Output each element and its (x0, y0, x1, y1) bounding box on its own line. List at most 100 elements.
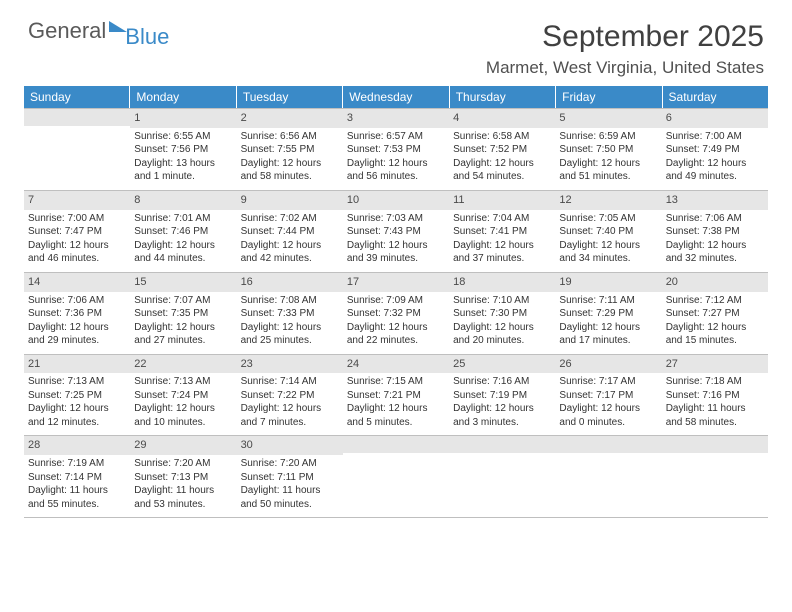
day-cell: 12 Sunrise: 7:05 AMSunset: 7:40 PMDayligh… (555, 191, 661, 272)
day-number: 9 (237, 191, 343, 210)
day-number: 6 (662, 109, 768, 128)
day-cell: 8Sunrise: 7:01 AMSunset: 7:46 PMDaylight… (130, 191, 236, 272)
daylight-text: Daylight: 12 hours and 39 minutes. (347, 239, 445, 266)
day-number: 3 (343, 109, 449, 128)
day-number: 11 (449, 191, 555, 210)
sunset-text: Sunset: 7:19 PM (453, 389, 551, 403)
sunset-text: Sunset: 7:24 PM (134, 389, 232, 403)
day-cell (662, 436, 768, 517)
daylight-text: Daylight: 12 hours and 15 minutes. (666, 321, 764, 348)
daylight-text: Daylight: 12 hours and 22 minutes. (347, 321, 445, 348)
daylight-text: Daylight: 12 hours and 0 minutes. (559, 402, 657, 429)
daylight-text: Daylight: 12 hours and 7 minutes. (241, 402, 339, 429)
sunset-text: Sunset: 7:52 PM (453, 143, 551, 157)
sunset-text: Sunset: 7:21 PM (347, 389, 445, 403)
day-cell: 9Sunrise: 7:02 AMSunset: 7:44 PMDaylight… (237, 191, 343, 272)
sunset-text: Sunset: 7:41 PM (453, 225, 551, 239)
sunset-text: Sunset: 7:17 PM (559, 389, 657, 403)
day-cell: 2Sunrise: 6:56 AMSunset: 7:55 PMDaylight… (237, 109, 343, 190)
sunset-text: Sunset: 7:36 PM (28, 307, 126, 321)
sunset-text: Sunset: 7:32 PM (347, 307, 445, 321)
day-number: 21 (24, 355, 130, 374)
sunset-text: Sunset: 7:49 PM (666, 143, 764, 157)
daylight-text: Daylight: 12 hours and 34 minutes. (559, 239, 657, 266)
sunset-text: Sunset: 7:47 PM (28, 225, 126, 239)
sunrise-text: Sunrise: 7:13 AM (134, 375, 232, 389)
day-cell: 19Sunrise: 7:11 AMSunset: 7:29 PMDayligh… (555, 273, 661, 354)
day-header-saturday: Saturday (663, 86, 768, 108)
day-number: 7 (24, 191, 130, 210)
day-cell: 1Sunrise: 6:55 AMSunset: 7:56 PMDaylight… (130, 109, 236, 190)
day-number (343, 436, 449, 453)
sunset-text: Sunset: 7:27 PM (666, 307, 764, 321)
sunset-text: Sunset: 7:35 PM (134, 307, 232, 321)
day-number: 26 (555, 355, 661, 374)
week-row: 7Sunrise: 7:00 AMSunset: 7:47 PMDaylight… (24, 190, 768, 272)
day-number: 30 (237, 436, 343, 455)
daylight-text: Daylight: 12 hours and 58 minutes. (241, 157, 339, 184)
day-number (24, 109, 130, 126)
day-cell: 11 Sunrise: 7:04 AMSunset: 7:41 PMDayligh… (449, 191, 555, 272)
day-number: 15 (130, 273, 236, 292)
day-number: 27 (662, 355, 768, 374)
daylight-text: Daylight: 11 hours and 50 minutes. (241, 484, 339, 511)
day-cell: 30Sunrise: 7:20 AMSunset: 7:11 PMDayligh… (237, 436, 343, 517)
daylight-text: Daylight: 12 hours and 37 minutes. (453, 239, 551, 266)
day-cell: 5Sunrise: 6:59 AMSunset: 7:50 PMDaylight… (555, 109, 661, 190)
sunrise-text: Sunrise: 7:16 AM (453, 375, 551, 389)
daylight-text: Daylight: 12 hours and 10 minutes. (134, 402, 232, 429)
sunset-text: Sunset: 7:33 PM (241, 307, 339, 321)
day-cell: 3Sunrise: 6:57 AMSunset: 7:53 PMDaylight… (343, 109, 449, 190)
sunrise-text: Sunrise: 7:20 AM (134, 457, 232, 471)
sunset-text: Sunset: 7:29 PM (559, 307, 657, 321)
sunrise-text: Sunrise: 7:20 AM (241, 457, 339, 471)
sunrise-text: Sunrise: 7:10 AM (453, 294, 551, 308)
sunset-text: Sunset: 7:43 PM (347, 225, 445, 239)
sunrise-text: Sunrise: 7:00 AM (666, 130, 764, 144)
day-header-sunday: Sunday (24, 86, 130, 108)
sunset-text: Sunset: 7:38 PM (666, 225, 764, 239)
week-row: 1Sunrise: 6:55 AMSunset: 7:56 PMDaylight… (24, 108, 768, 190)
daylight-text: Daylight: 12 hours and 20 minutes. (453, 321, 551, 348)
logo-text-general: General (28, 18, 106, 44)
day-number: 13 (662, 191, 768, 210)
sunrise-text: Sunrise: 7:03 AM (347, 212, 445, 226)
sunset-text: Sunset: 7:50 PM (559, 143, 657, 157)
sunrise-text: Sunrise: 7:08 AM (241, 294, 339, 308)
sunrise-text: Sunrise: 7:09 AM (347, 294, 445, 308)
sunset-text: Sunset: 7:40 PM (559, 225, 657, 239)
location-subtitle: Marmet, West Virginia, United States (486, 58, 764, 78)
sunrise-text: Sunrise: 7:00 AM (28, 212, 126, 226)
day-cell (449, 436, 555, 517)
day-cell: 27Sunrise: 7:18 AMSunset: 7:16 PMDayligh… (662, 355, 768, 436)
sunset-text: Sunset: 7:14 PM (28, 471, 126, 485)
day-cell: 13Sunrise: 7:06 AMSunset: 7:38 PMDayligh… (662, 191, 768, 272)
sunset-text: Sunset: 7:30 PM (453, 307, 551, 321)
sunrise-text: Sunrise: 7:05 AM (559, 212, 657, 226)
daylight-text: Daylight: 12 hours and 49 minutes. (666, 157, 764, 184)
day-header-thursday: Thursday (450, 86, 556, 108)
daylight-text: Daylight: 12 hours and 46 minutes. (28, 239, 126, 266)
sunrise-text: Sunrise: 7:07 AM (134, 294, 232, 308)
sunrise-text: Sunrise: 7:12 AM (666, 294, 764, 308)
day-number: 4 (449, 109, 555, 128)
day-cell: 25Sunrise: 7:16 AMSunset: 7:19 PMDayligh… (449, 355, 555, 436)
daylight-text: Daylight: 12 hours and 3 minutes. (453, 402, 551, 429)
sunrise-text: Sunrise: 7:06 AM (28, 294, 126, 308)
week-row: 28Sunrise: 7:19 AMSunset: 7:14 PMDayligh… (24, 435, 768, 518)
daylight-text: Daylight: 12 hours and 17 minutes. (559, 321, 657, 348)
day-number: 20 (662, 273, 768, 292)
sunrise-text: Sunrise: 7:04 AM (453, 212, 551, 226)
week-row: 21Sunrise: 7:13 AMSunset: 7:25 PMDayligh… (24, 354, 768, 436)
daylight-text: Daylight: 11 hours and 58 minutes. (666, 402, 764, 429)
day-header-friday: Friday (556, 86, 662, 108)
logo: General Blue (28, 18, 169, 44)
day-cell: 29Sunrise: 7:20 AMSunset: 7:13 PMDayligh… (130, 436, 236, 517)
sunrise-text: Sunrise: 7:01 AM (134, 212, 232, 226)
day-cell: 21Sunrise: 7:13 AMSunset: 7:25 PMDayligh… (24, 355, 130, 436)
daylight-text: Daylight: 12 hours and 29 minutes. (28, 321, 126, 348)
day-cell: 4Sunrise: 6:58 AMSunset: 7:52 PMDaylight… (449, 109, 555, 190)
day-number: 12 (555, 191, 661, 210)
day-cell: 10Sunrise: 7:03 AMSunset: 7:43 PMDayligh… (343, 191, 449, 272)
day-number: 25 (449, 355, 555, 374)
